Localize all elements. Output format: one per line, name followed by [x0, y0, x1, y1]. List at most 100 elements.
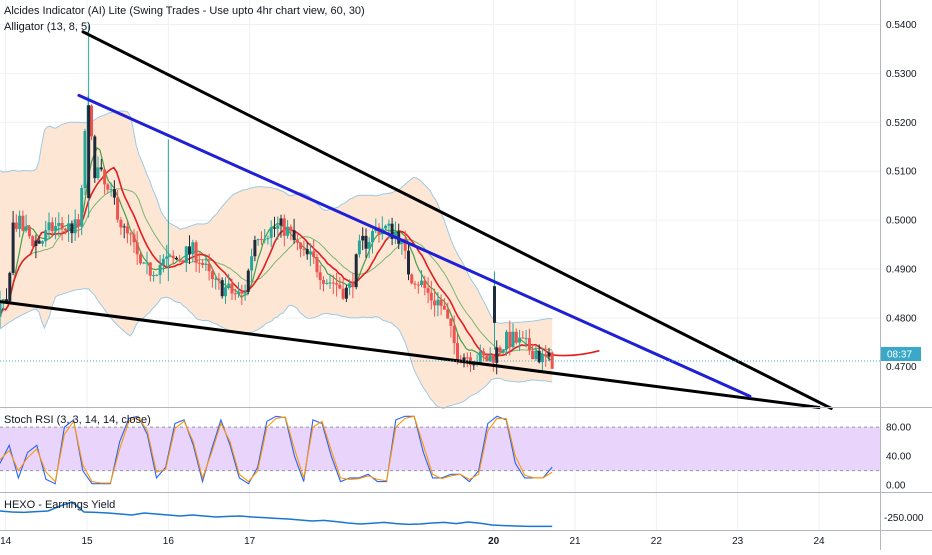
candle-body — [112, 189, 116, 198]
candle-body — [403, 238, 407, 251]
candle-body — [142, 262, 146, 264]
candle-body — [429, 292, 433, 301]
candle-body — [171, 255, 175, 258]
yield-tick-label: -250.000 — [884, 513, 924, 524]
stoch-tick-label: 0.00 — [886, 481, 906, 492]
candle-body — [492, 286, 496, 323]
candle-body — [521, 337, 525, 339]
price-tick-label: 0.4800 — [886, 313, 917, 324]
alligator-legend[interactable]: Alligator (13, 8, 5) — [4, 21, 91, 33]
candle-body — [367, 242, 371, 249]
candle-body — [508, 331, 512, 348]
candle-body — [276, 225, 280, 229]
candle-body — [420, 280, 423, 285]
alligator-lips-line — [0, 147, 553, 362]
candle-body — [224, 287, 227, 297]
candle-body — [354, 254, 358, 288]
alligator-teeth-projection — [552, 349, 600, 357]
candle-body — [191, 242, 195, 255]
black-trendline — [81, 30, 833, 410]
candle-body — [364, 235, 368, 249]
time-tick-label: 17 — [244, 536, 256, 547]
candle-body — [547, 352, 551, 357]
candle-body — [338, 284, 342, 289]
candle-body — [482, 351, 486, 356]
candle-body — [266, 237, 270, 240]
main-indicator-legend[interactable]: Alcides Indicator (AI) Lite (Swing Trade… — [4, 5, 365, 17]
candle-body — [302, 248, 306, 250]
candle-body — [103, 169, 107, 185]
candle-body — [407, 250, 410, 275]
candle-body — [87, 105, 91, 199]
candle-body — [534, 350, 538, 360]
black-trendline — [0, 300, 821, 409]
candle-body — [220, 280, 224, 297]
candle-body — [436, 299, 440, 306]
candle-body — [83, 131, 87, 188]
candle-body — [197, 262, 201, 264]
candle-body — [50, 222, 54, 232]
candle-body — [34, 240, 38, 246]
candle-body — [47, 222, 51, 231]
candle-body — [341, 288, 345, 299]
stoch-rsi-pane — [0, 415, 880, 485]
time-tick-label: 23 — [732, 536, 744, 547]
candle-body — [210, 271, 214, 279]
candle-body — [322, 280, 325, 284]
candle-body — [423, 280, 427, 288]
candle-body — [495, 347, 499, 363]
candle-body — [217, 278, 221, 281]
candle-body — [243, 291, 247, 294]
candle-body — [305, 249, 309, 255]
earnings-yield-pane — [0, 501, 553, 528]
candle-body — [279, 218, 283, 226]
candle-body — [227, 283, 231, 288]
price-tick-label: 0.5400 — [886, 20, 917, 31]
candle-body — [472, 364, 476, 366]
candle-body — [361, 235, 365, 241]
candle-body — [478, 351, 482, 363]
candle-body — [325, 282, 329, 284]
candle-body — [148, 262, 152, 276]
stoch-rsi-legend[interactable]: Stoch RSI (3, 3, 14, 14, close) — [4, 414, 151, 426]
candle-body — [269, 227, 273, 238]
candle-body — [328, 282, 332, 284]
candle-body — [27, 226, 31, 237]
candle-body — [371, 231, 374, 243]
candle-body — [491, 355, 495, 363]
candle-body — [201, 262, 205, 265]
time-tick-label: 14 — [0, 536, 12, 547]
candle-body — [452, 325, 456, 344]
candle-body — [31, 236, 35, 246]
candle-body — [426, 288, 430, 293]
last-price-time: 08:37 — [887, 349, 912, 360]
candle-body — [8, 272, 12, 302]
time-tick-label: 22 — [651, 536, 663, 547]
candle-body — [155, 274, 159, 276]
candle-body — [161, 258, 165, 265]
candle-body — [175, 257, 178, 260]
candle-body — [384, 225, 388, 229]
candle-body — [125, 226, 129, 234]
candle-body — [60, 223, 64, 229]
candle-body — [250, 256, 254, 271]
band-fill — [0, 111, 553, 409]
candle-body — [204, 263, 208, 265]
candle-body — [273, 227, 276, 229]
candle-body — [0, 301, 2, 317]
candle-body — [181, 260, 185, 263]
candle-body — [312, 251, 316, 257]
candle-body — [14, 222, 18, 229]
candle-body — [531, 350, 535, 360]
candle-body — [70, 223, 74, 234]
candle-body — [524, 338, 528, 340]
earnings-yield-legend[interactable]: HEXO - Earnings Yield — [4, 499, 116, 511]
time-tick-label: 21 — [569, 536, 581, 547]
candle-body — [357, 240, 361, 255]
candle-body — [263, 239, 267, 241]
candle-body — [158, 264, 162, 275]
candle-body — [416, 284, 420, 286]
